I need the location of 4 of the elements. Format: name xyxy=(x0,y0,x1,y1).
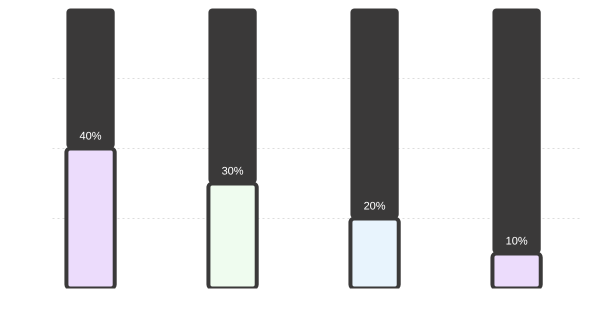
data-label: 30% xyxy=(222,166,244,178)
data-label: 20% xyxy=(364,200,386,212)
data-label: 10% xyxy=(506,236,528,248)
data-label: 40% xyxy=(80,130,102,142)
